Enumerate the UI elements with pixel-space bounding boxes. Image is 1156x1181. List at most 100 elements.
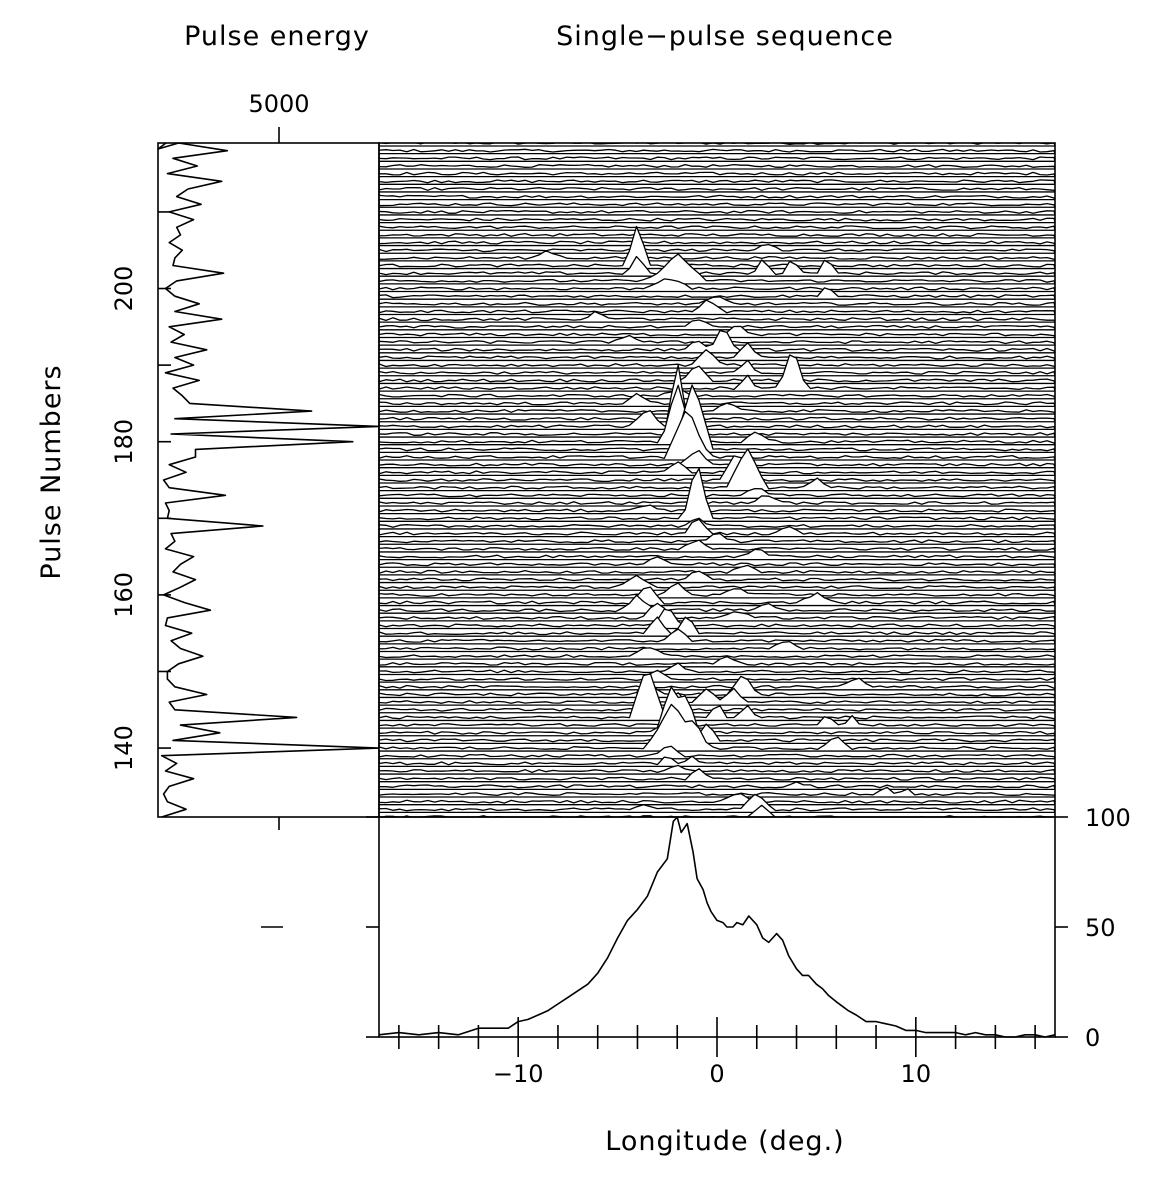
pulse-trace — [379, 517, 1055, 530]
pulse-trace — [379, 786, 1055, 798]
pulse-trace — [379, 329, 1055, 354]
pulse-trace — [379, 656, 1055, 668]
pulse-trace — [379, 467, 1055, 522]
pulse-traces — [379, 143, 1055, 817]
pulse-trace — [379, 384, 1055, 454]
pulse-tick-label: 160 — [110, 572, 138, 618]
pulse-trace — [379, 647, 1055, 660]
sequence-panel-title: Single−pulse sequence — [556, 21, 894, 52]
pulse-trace — [379, 255, 1055, 277]
pulse-trace — [379, 539, 1055, 553]
pulse-trace — [379, 359, 1055, 377]
pulse-trace — [379, 156, 1055, 162]
pulse-trace — [379, 586, 1055, 607]
pulse-trace — [379, 209, 1055, 216]
pulse-trace — [379, 582, 1055, 599]
pulse-trace — [379, 594, 1055, 614]
pulse-axis: 140 160 180 200 — [110, 211, 171, 771]
energy-curve — [157, 142, 380, 818]
pulse-trace — [379, 349, 1055, 369]
pulse-trace — [379, 548, 1055, 561]
pulse-trace — [379, 687, 1055, 706]
pulse-trace — [379, 217, 1055, 224]
pulse-trace — [379, 410, 1055, 461]
pulse-trace — [379, 574, 1055, 591]
pulse-trace — [379, 278, 1055, 293]
pulse-trace — [379, 287, 1055, 300]
pulse-trace — [379, 240, 1055, 247]
pulse-trace — [379, 675, 1055, 699]
pulse-trace — [379, 186, 1055, 193]
pulse-trace — [379, 202, 1055, 208]
profile-panel-frame — [378, 816, 1056, 1038]
pulse-trace — [379, 148, 1055, 155]
longitude-axis: −10 0 10 — [398, 1017, 1036, 1088]
longitude-axis-label: Longitude (deg.) — [605, 1126, 844, 1157]
longitude-tick-label: 10 — [901, 1060, 932, 1088]
pulse-trace — [379, 319, 1055, 331]
pulse-trace — [379, 768, 1055, 783]
pulse-trace — [379, 163, 1055, 170]
pulse-trace — [379, 556, 1055, 568]
pulse-axis-label: Pulse Numbers — [36, 364, 67, 579]
pulse-trace — [379, 640, 1055, 653]
energy-panel: 5000 140 160 180 200 — [110, 90, 380, 818]
pulse-tick-label: 200 — [110, 266, 138, 312]
pulse-trace — [379, 616, 1055, 637]
pulse-trace — [379, 296, 1055, 308]
pulse-trace — [379, 714, 1055, 729]
pulse-trace — [379, 179, 1055, 185]
pulse-trace — [379, 171, 1055, 178]
pulse-trace — [379, 764, 1055, 775]
pulse-trace — [379, 402, 1055, 415]
pulse-trace — [379, 755, 1055, 768]
pulse-trace — [379, 310, 1055, 323]
sequence-panel — [378, 142, 1056, 818]
pulse-trace — [379, 495, 1055, 507]
pulse-trace — [379, 225, 1055, 270]
pulse-trace — [379, 673, 1055, 722]
pulse-trace — [379, 677, 1055, 691]
pulse-trace — [379, 532, 1055, 545]
pulse-trace — [379, 250, 1055, 262]
pulse-trace — [379, 564, 1055, 576]
pulse-trace — [379, 342, 1055, 362]
pulse-trace — [379, 409, 1055, 431]
pulse-trace — [379, 793, 1055, 813]
pulse-trace — [379, 608, 1055, 630]
pulse-trace — [379, 455, 1055, 484]
profile-tick-label: 50 — [1085, 914, 1116, 942]
pulse-trace — [379, 487, 1055, 499]
pulse-trace — [379, 723, 1055, 745]
pulse-trace — [379, 365, 1055, 385]
profile-tick-label: 0 — [1085, 1024, 1100, 1052]
pulse-trace — [379, 628, 1055, 645]
profile-curve — [378, 816, 1056, 1038]
pulse-trace — [379, 354, 1055, 392]
pulse-trace — [379, 669, 1055, 683]
pulse-trace — [379, 570, 1055, 584]
profile-y-axis: 0 50 100 — [366, 804, 1131, 1052]
pulse-trace — [379, 602, 1055, 622]
energy-panel-title: Pulse energy — [184, 21, 370, 52]
pulse-trace — [379, 703, 1055, 752]
pulse-trace — [379, 253, 1055, 285]
pulse-trace — [379, 686, 1055, 737]
pulse-trace — [379, 793, 1055, 806]
pulse-tick-label: 180 — [110, 419, 138, 465]
profile-tick-label: 100 — [1085, 804, 1131, 832]
pulse-trace — [379, 408, 1055, 423]
pulse-trace — [379, 299, 1055, 316]
pulse-trace — [379, 745, 1055, 760]
pulse-trace — [379, 386, 1055, 400]
pulse-trace — [379, 364, 1055, 438]
pulse-trace — [379, 781, 1055, 791]
pulse-trace — [379, 662, 1055, 676]
pulse-trace — [379, 461, 1055, 476]
pulse-trace — [379, 518, 1055, 538]
pulse-tick-label: 140 — [110, 725, 138, 771]
pulse-trace — [379, 392, 1055, 408]
longitude-tick-label: −10 — [493, 1060, 544, 1088]
pulse-trace — [379, 194, 1055, 201]
